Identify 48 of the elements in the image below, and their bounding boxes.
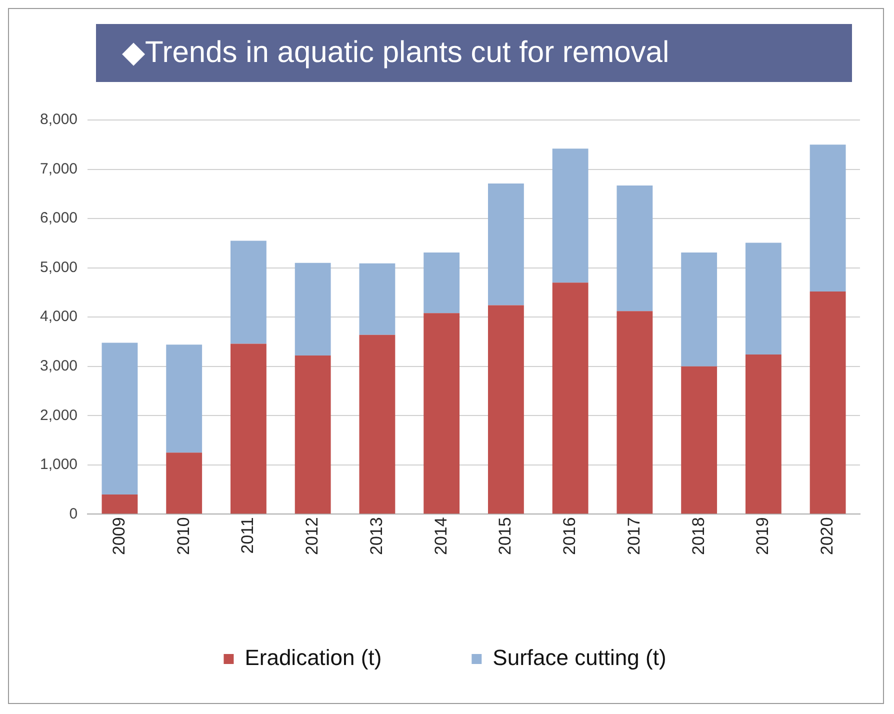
- x-tick-label: 2019: [753, 517, 772, 556]
- x-tick-label: 2010: [174, 517, 193, 556]
- bar: [681, 252, 718, 366]
- x-tick-label: 2017: [624, 517, 644, 556]
- bar: [359, 263, 396, 335]
- bar: [810, 291, 846, 514]
- bar: [488, 184, 524, 306]
- bar: [681, 366, 718, 514]
- y-tick-label: 3,000: [40, 358, 78, 375]
- x-tick-label: 2014: [431, 517, 450, 556]
- y-tick-label: 2,000: [40, 406, 78, 424]
- bar: [230, 344, 266, 514]
- y-tick-label: 8,000: [40, 111, 78, 128]
- x-tick-label: 2012: [302, 517, 322, 556]
- bar: [230, 240, 266, 344]
- x-tick-label: 2018: [688, 517, 708, 556]
- bar: [552, 282, 588, 514]
- bar: [359, 334, 396, 514]
- bar: [424, 313, 460, 514]
- bar: [616, 186, 653, 312]
- bar: [745, 354, 782, 514]
- bar: [488, 305, 524, 514]
- legend-label: Surface cutting (t): [492, 645, 666, 670]
- bar: [552, 148, 588, 283]
- y-tick-label: 6,000: [40, 210, 78, 227]
- x-tick-label: 2011: [238, 517, 258, 554]
- x-tick-label: 2016: [560, 517, 580, 556]
- x-tick-label: 2020: [818, 517, 836, 556]
- bar: [616, 311, 653, 514]
- bar: [166, 452, 202, 514]
- x-tick-label: 2015: [496, 517, 515, 556]
- y-tick-label: 5,000: [40, 258, 78, 276]
- x-tick-label: 2009: [109, 517, 128, 556]
- bar: [294, 356, 331, 514]
- x-tick-label: 2013: [366, 517, 386, 556]
- bar: [294, 262, 331, 356]
- bar: [166, 344, 202, 453]
- bar: [102, 342, 138, 494]
- bar: [424, 252, 460, 314]
- bar: [810, 144, 846, 292]
- chart-title: ◆Trends in aquatic plants cut for removal: [96, 24, 852, 82]
- bar: [102, 494, 138, 514]
- bar: [745, 242, 782, 355]
- y-tick-label: 7,000: [40, 160, 78, 178]
- legend-label: Eradication (t): [244, 645, 382, 670]
- y-tick-label: 0: [69, 505, 78, 522]
- y-tick-label: 1,000: [40, 456, 78, 474]
- y-tick-label: 4,000: [40, 308, 78, 326]
